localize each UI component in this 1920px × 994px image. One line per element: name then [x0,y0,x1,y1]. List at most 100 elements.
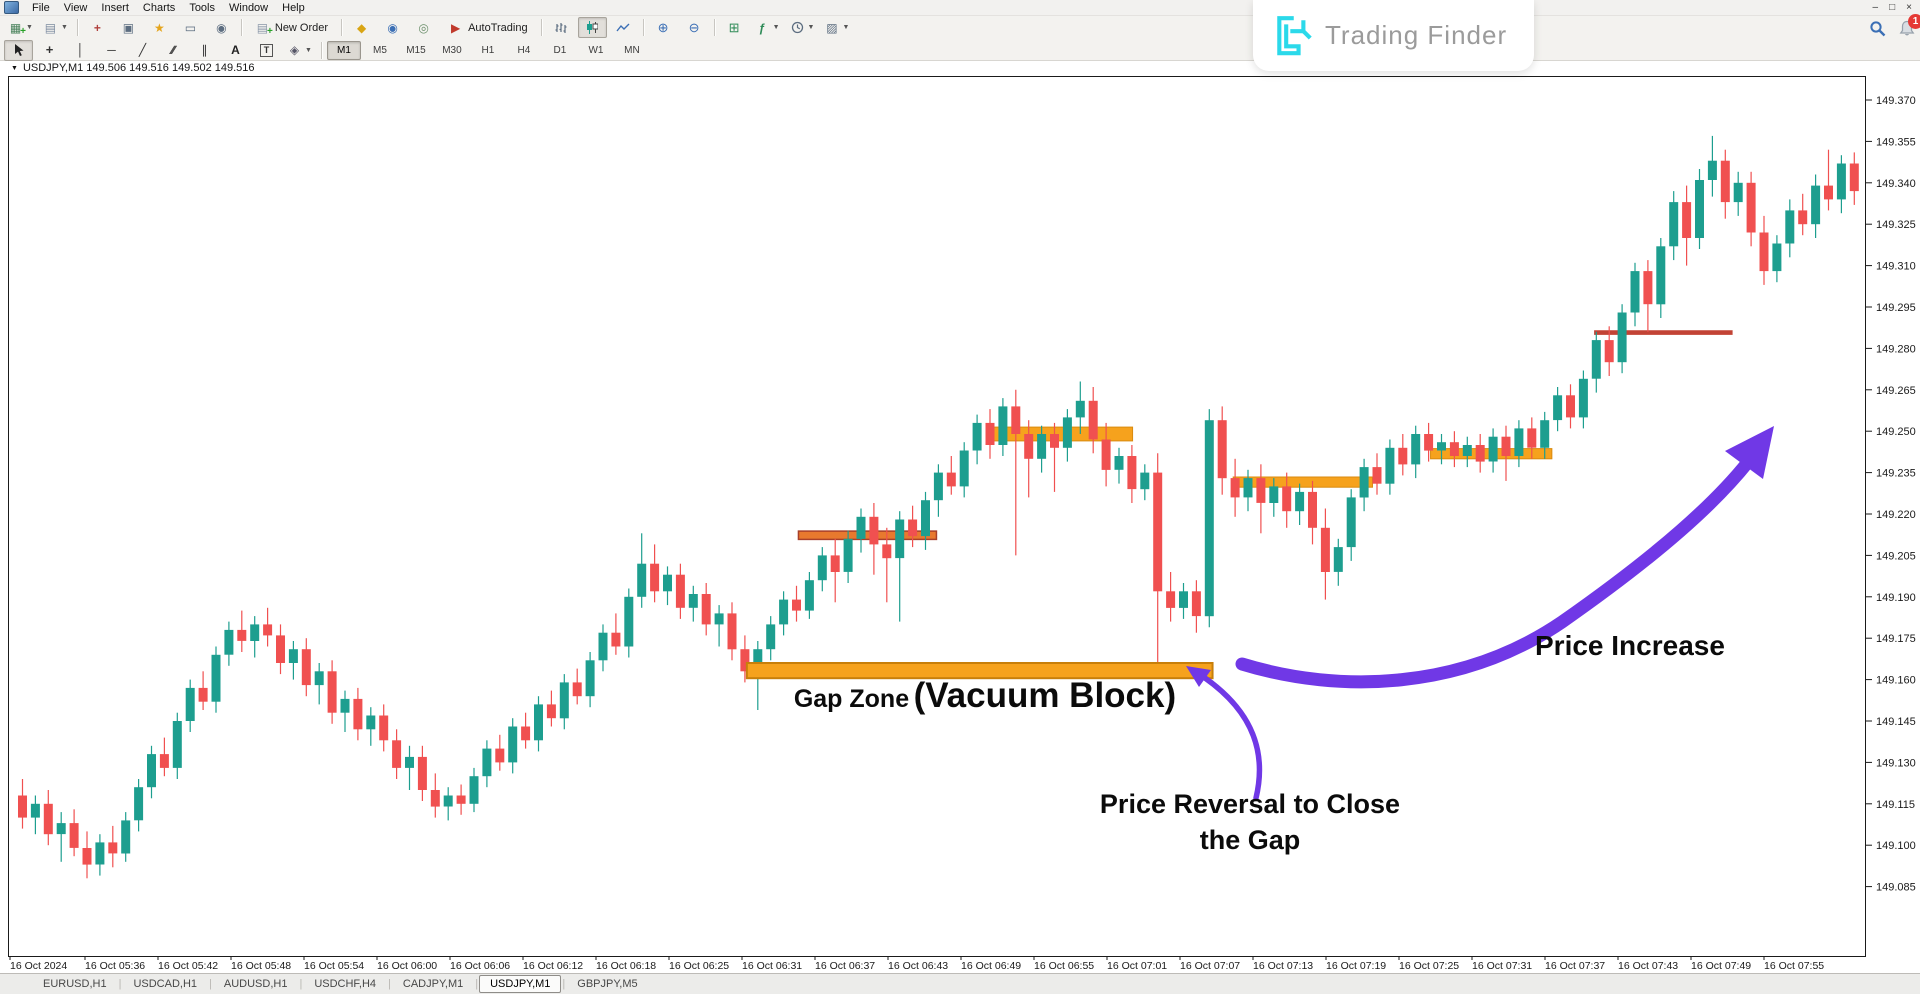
periods-button[interactable]: ▼ [786,17,819,38]
vertical-line-tool[interactable]: │ [66,40,95,61]
chart-tab-cadjpy[interactable]: CADJPY,M1 [402,978,464,990]
timeframe-m15[interactable]: M15 [406,44,426,56]
zoom-out-button[interactable]: ⊖ [680,17,709,38]
notifications-bell-icon[interactable]: 1 [1897,14,1920,39]
sounds-button[interactable]: ◎ [409,17,438,38]
menu-insert[interactable]: Insert [101,1,129,14]
timeframe-m1[interactable]: M1 [326,40,361,60]
resistance-line[interactable] [1594,330,1733,335]
price-label: 149.250 [1876,426,1916,438]
chart-tab-usdjpy[interactable]: USDJPY,M1 [479,975,562,993]
price-label: 149.175 [1876,633,1916,645]
indicators-button[interactable]: ƒ ▼ [751,17,784,38]
cursor-tool[interactable] [4,39,33,61]
bar-chart-button[interactable] [547,17,576,38]
restore-button[interactable]: □ [1889,1,1896,13]
shapes-tool[interactable]: ◈ ▼ [283,40,316,61]
line-chart-button[interactable] [609,17,638,38]
tile-windows-button[interactable]: ⊞ [720,17,749,38]
timeframe-w1[interactable]: W1 [588,44,604,56]
time-label: 16 Oct 07:43 [1618,960,1678,972]
chart-tab-usdchf[interactable]: USDCHF,H4 [314,978,377,990]
fibonacci-icon: ∕∕∕ [166,44,181,56]
menu-help[interactable]: Help [282,1,305,14]
candles-icon [585,21,600,34]
data-window-button[interactable]: ▣ [114,17,143,38]
price-increase-arrow[interactable] [1235,455,1755,689]
metaeditor-button[interactable]: ◆ [347,17,376,38]
new-order-button[interactable]: ▤ + New Order [247,17,336,38]
menu-tools[interactable]: Tools [189,1,215,14]
channel-tool[interactable]: ∥ [190,40,219,61]
timeframe-mn[interactable]: MN [624,44,640,56]
candle-body [1179,591,1188,608]
minimize-button[interactable]: – [1872,1,1879,13]
navigator-button[interactable]: ★ [145,17,174,38]
menu-view[interactable]: View [63,1,88,14]
text-tool[interactable]: A [221,40,250,61]
price-label: 149.085 [1876,882,1916,894]
candle-body [804,580,814,611]
price-axis[interactable]: 149.370 149.355 149.340 149.325 149.310 149.2… [1866,95,1916,894]
reversal-arrow[interactable] [1202,675,1263,801]
candle-body [508,726,518,763]
label-tool[interactable]: T [252,40,281,61]
order-block-zone-1[interactable] [988,426,1134,442]
menu-file[interactable]: File [32,1,50,14]
candle-body [869,516,879,545]
candle-body [198,687,208,702]
candle-body [598,632,608,661]
periods-icon [790,21,805,34]
gap-zone-box[interactable] [745,662,1214,680]
sounds-icon: ◎ [418,20,429,35]
new-order-button-label: New Order [274,21,329,34]
tab-separator: | [562,978,566,990]
order-block-zone-2[interactable] [1232,476,1373,488]
trendline-tool[interactable]: ╱ [128,40,157,61]
options-button[interactable]: ◉ [378,17,407,38]
breaker-zone[interactable] [797,530,938,541]
candle-body [301,649,311,686]
new-order-icon: ▤ + [256,20,273,37]
close-button[interactable]: × [1906,1,1912,13]
menu-window[interactable]: Window [229,1,269,14]
candle-body [1566,395,1575,418]
templates-button[interactable]: ▨ ▼ [820,17,853,38]
fibonacci-tool[interactable]: ∕∕∕ [159,40,188,61]
collapse-triangle-icon[interactable]: ▼ [11,64,18,72]
gap-zone-label-big: (Vacuum Block) [913,676,1177,715]
time-axis[interactable]: 16 Oct 2024 16 Oct 05:36 16 Oct 05:42 16 Oc… [9,956,1824,972]
candle-body [353,698,363,730]
menu-charts[interactable]: Charts [142,1,176,14]
timeframe-m30[interactable]: M30 [442,44,462,56]
horizontal-line-tool[interactable]: ─ [97,40,126,61]
autotrading-button[interactable]: ▶ AutoTrading [440,17,536,38]
candle-body [856,516,866,539]
channel-icon: ∥ [201,43,208,57]
time-label: 16 Oct 05:48 [231,960,291,972]
time-label: 16 Oct 2024 [10,960,67,972]
candle-body [1527,428,1537,448]
timeframe-h1[interactable]: H1 [481,44,495,56]
timeframe-h4[interactable]: H4 [517,44,531,56]
zoom-in-button[interactable]: ⊕ [649,17,678,38]
candle-body [340,698,350,713]
candle-body [121,820,131,854]
candlestick-chart-button[interactable] [577,17,607,38]
chart-tab-gbpjpy[interactable]: GBPJPY,M5 [577,978,638,990]
chart-tab-eurusd[interactable]: EURUSD,H1 [43,978,107,990]
new-chart-button[interactable]: ▦ + ▼ [4,17,37,38]
market-watch-button[interactable]: + [83,17,112,38]
chart-tab-audusd[interactable]: AUDUSD,H1 [223,978,288,990]
time-label: 16 Oct 06:49 [961,960,1021,972]
profiles-button[interactable]: ▤ ▼ [39,17,72,38]
timeframe-d1[interactable]: D1 [553,44,567,56]
chart-tab-usdcad[interactable]: USDCAD,H1 [133,978,198,990]
terminal-button[interactable]: ▭ [176,17,205,38]
timeframe-m5[interactable]: M5 [372,44,387,56]
crosshair-tool[interactable]: + [35,40,64,61]
strategy-tester-button[interactable]: ◉ [207,17,236,38]
search-icon[interactable] [1869,20,1887,38]
candle-body [495,748,505,763]
